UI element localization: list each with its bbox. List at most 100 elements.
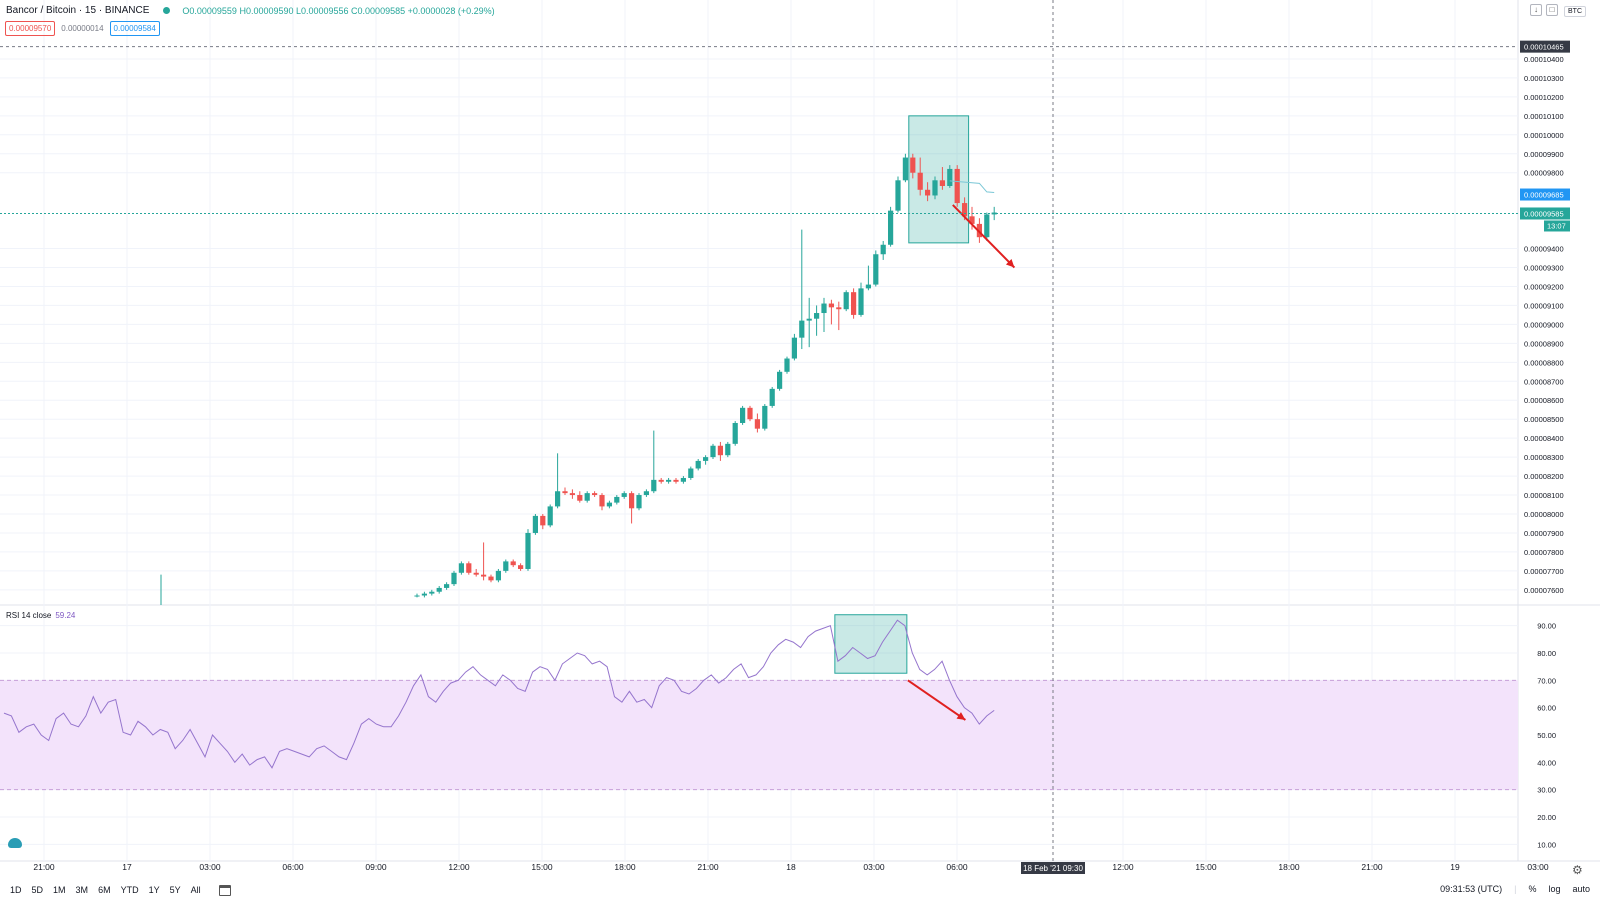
collapse-icon[interactable]: ↓ <box>1530 4 1542 16</box>
rsi-band <box>0 679 1518 791</box>
calendar-icon[interactable] <box>218 884 231 896</box>
crosshair-price-label-bg <box>1520 40 1570 53</box>
symbol-title[interactable]: Bancor / Bitcoin · 15 · BINANCE <box>6 5 150 16</box>
time-tick-label: 15:00 <box>1195 862 1217 872</box>
timeframe-all[interactable]: All <box>190 885 201 895</box>
candle-body <box>436 587 442 592</box>
candle-body <box>621 493 627 497</box>
time-tick-label: 12:00 <box>1112 862 1134 872</box>
moving-average-line <box>949 180 995 194</box>
price-scale[interactable]: 0.00010400 0.00010300 0.00010200 0.00010100… <box>1520 40 1570 850</box>
candle-body <box>947 168 953 186</box>
time-tick-label: 18 <box>786 862 796 872</box>
timeframe-1m[interactable]: 1M <box>53 885 66 895</box>
price-tick-label: 0.00010200 <box>1524 93 1564 102</box>
candle-body <box>732 422 738 444</box>
candle-body <box>614 496 620 503</box>
tradingview-logo-icon[interactable] <box>8 838 22 848</box>
rsi-legend: RSI 14 close 59.24 <box>6 611 75 620</box>
time-tick-label: 18:00 <box>1278 862 1300 872</box>
time-tick-label: 03:00 <box>1527 862 1549 872</box>
trade-panel: 0.00009570 0.00000014 0.00009584 <box>5 21 160 36</box>
sell-button[interactable]: 0.00009570 <box>5 21 56 36</box>
candle-body <box>925 189 931 196</box>
ma-line <box>949 180 995 194</box>
price-down-arrow <box>952 204 1016 269</box>
candle-body <box>962 203 968 217</box>
maximize-icon[interactable]: □ <box>1546 4 1558 16</box>
gear-icon[interactable]: ⚙ <box>1572 863 1583 877</box>
log-toggle[interactable]: log <box>1548 884 1561 894</box>
price-tick-label: 0.00009800 <box>1524 169 1564 178</box>
rsi-tick-label: 20.00 <box>1537 813 1556 822</box>
auto-toggle[interactable]: auto <box>1572 884 1590 894</box>
candle-body <box>939 180 945 186</box>
last-price-label-bg <box>1520 207 1570 220</box>
rsi-title[interactable]: RSI 14 close <box>6 611 52 620</box>
candle-body <box>880 244 886 255</box>
last-price-label: 0.00009585 <box>1524 209 1564 218</box>
separator: | <box>1514 884 1517 894</box>
candle-body <box>695 460 701 469</box>
candle-body <box>902 157 908 181</box>
bottom-toolbar: 1D 5D 1M 3M 6M YTD 1Y 5Y All 09:31:53 (U… <box>0 880 1600 900</box>
candle-body <box>592 493 598 496</box>
timeframe-ytd[interactable]: YTD <box>120 885 139 895</box>
timeframe-1y[interactable]: 1Y <box>148 885 160 895</box>
candle-body <box>473 572 479 575</box>
candle-body <box>444 584 450 588</box>
percent-toggle[interactable]: % <box>1528 884 1537 894</box>
candle-body <box>451 572 457 585</box>
price-tick-label: 0.00007800 <box>1524 548 1564 557</box>
candle-body <box>932 180 938 196</box>
price-tick-label: 0.00009100 <box>1524 301 1564 310</box>
candle-body <box>547 506 553 526</box>
candle-body <box>784 358 790 372</box>
time-axis[interactable]: 21:00 17 03:00 06:00 09:00 12:00 15:00 18:00 21:… <box>33 862 1549 874</box>
bottom-right-controls: 09:31:53 (UTC) | % log auto <box>1440 884 1590 894</box>
crosshair-price-label: 0.00010465 <box>1524 43 1564 52</box>
candle-body <box>643 491 649 496</box>
candle-body <box>910 157 916 173</box>
candle-body <box>969 216 975 224</box>
candle-body <box>688 468 694 478</box>
candle-body <box>518 565 524 569</box>
timeframe-5d[interactable]: 5D <box>31 885 44 895</box>
candle-body <box>488 576 494 581</box>
candle-body <box>562 491 568 494</box>
candle-body <box>873 254 879 285</box>
candle-body <box>747 407 753 420</box>
crosshair-time-label: 18 Feb '21 09:30 <box>1023 864 1083 873</box>
timeframe-3m[interactable]: 3M <box>75 885 89 895</box>
currency-tag[interactable]: BTC <box>1564 6 1586 17</box>
price-tick-label: 0.00010300 <box>1524 74 1564 83</box>
candle-body <box>569 493 575 496</box>
price-tick-label: 0.00008700 <box>1524 377 1564 386</box>
rsi-line <box>3 619 995 769</box>
timeframe-6m[interactable]: 6M <box>98 885 111 895</box>
price-tick-label: 0.00007600 <box>1524 586 1564 595</box>
candle-body <box>754 419 760 429</box>
rsi-tick-label: 50.00 <box>1537 731 1556 740</box>
candle-body <box>777 371 783 389</box>
price-tick-label: 0.00008000 <box>1524 510 1564 519</box>
price-tick-label: 0.00008800 <box>1524 358 1564 367</box>
price-tick-label: 0.00010000 <box>1524 131 1564 140</box>
timeframe-5y[interactable]: 5Y <box>169 885 181 895</box>
candle-body <box>495 570 501 581</box>
time-tick-label: 17 <box>122 862 132 872</box>
candles <box>160 153 997 605</box>
price-tick-label: 0.00008300 <box>1524 453 1564 462</box>
utc-clock[interactable]: 09:31:53 (UTC) <box>1440 884 1503 894</box>
price-tick-label: 0.00009200 <box>1524 282 1564 291</box>
rsi-down-arrow <box>907 679 966 721</box>
timeframe-1d[interactable]: 1D <box>10 885 22 895</box>
time-tick-label: 03:00 <box>863 862 885 872</box>
pane-controls: ↓ □ <box>1530 4 1558 16</box>
rsi-tick-label: 90.00 <box>1537 622 1556 631</box>
buy-button[interactable]: 0.00009584 <box>109 21 160 36</box>
candle-body <box>421 593 427 596</box>
crosshair <box>0 0 1518 861</box>
